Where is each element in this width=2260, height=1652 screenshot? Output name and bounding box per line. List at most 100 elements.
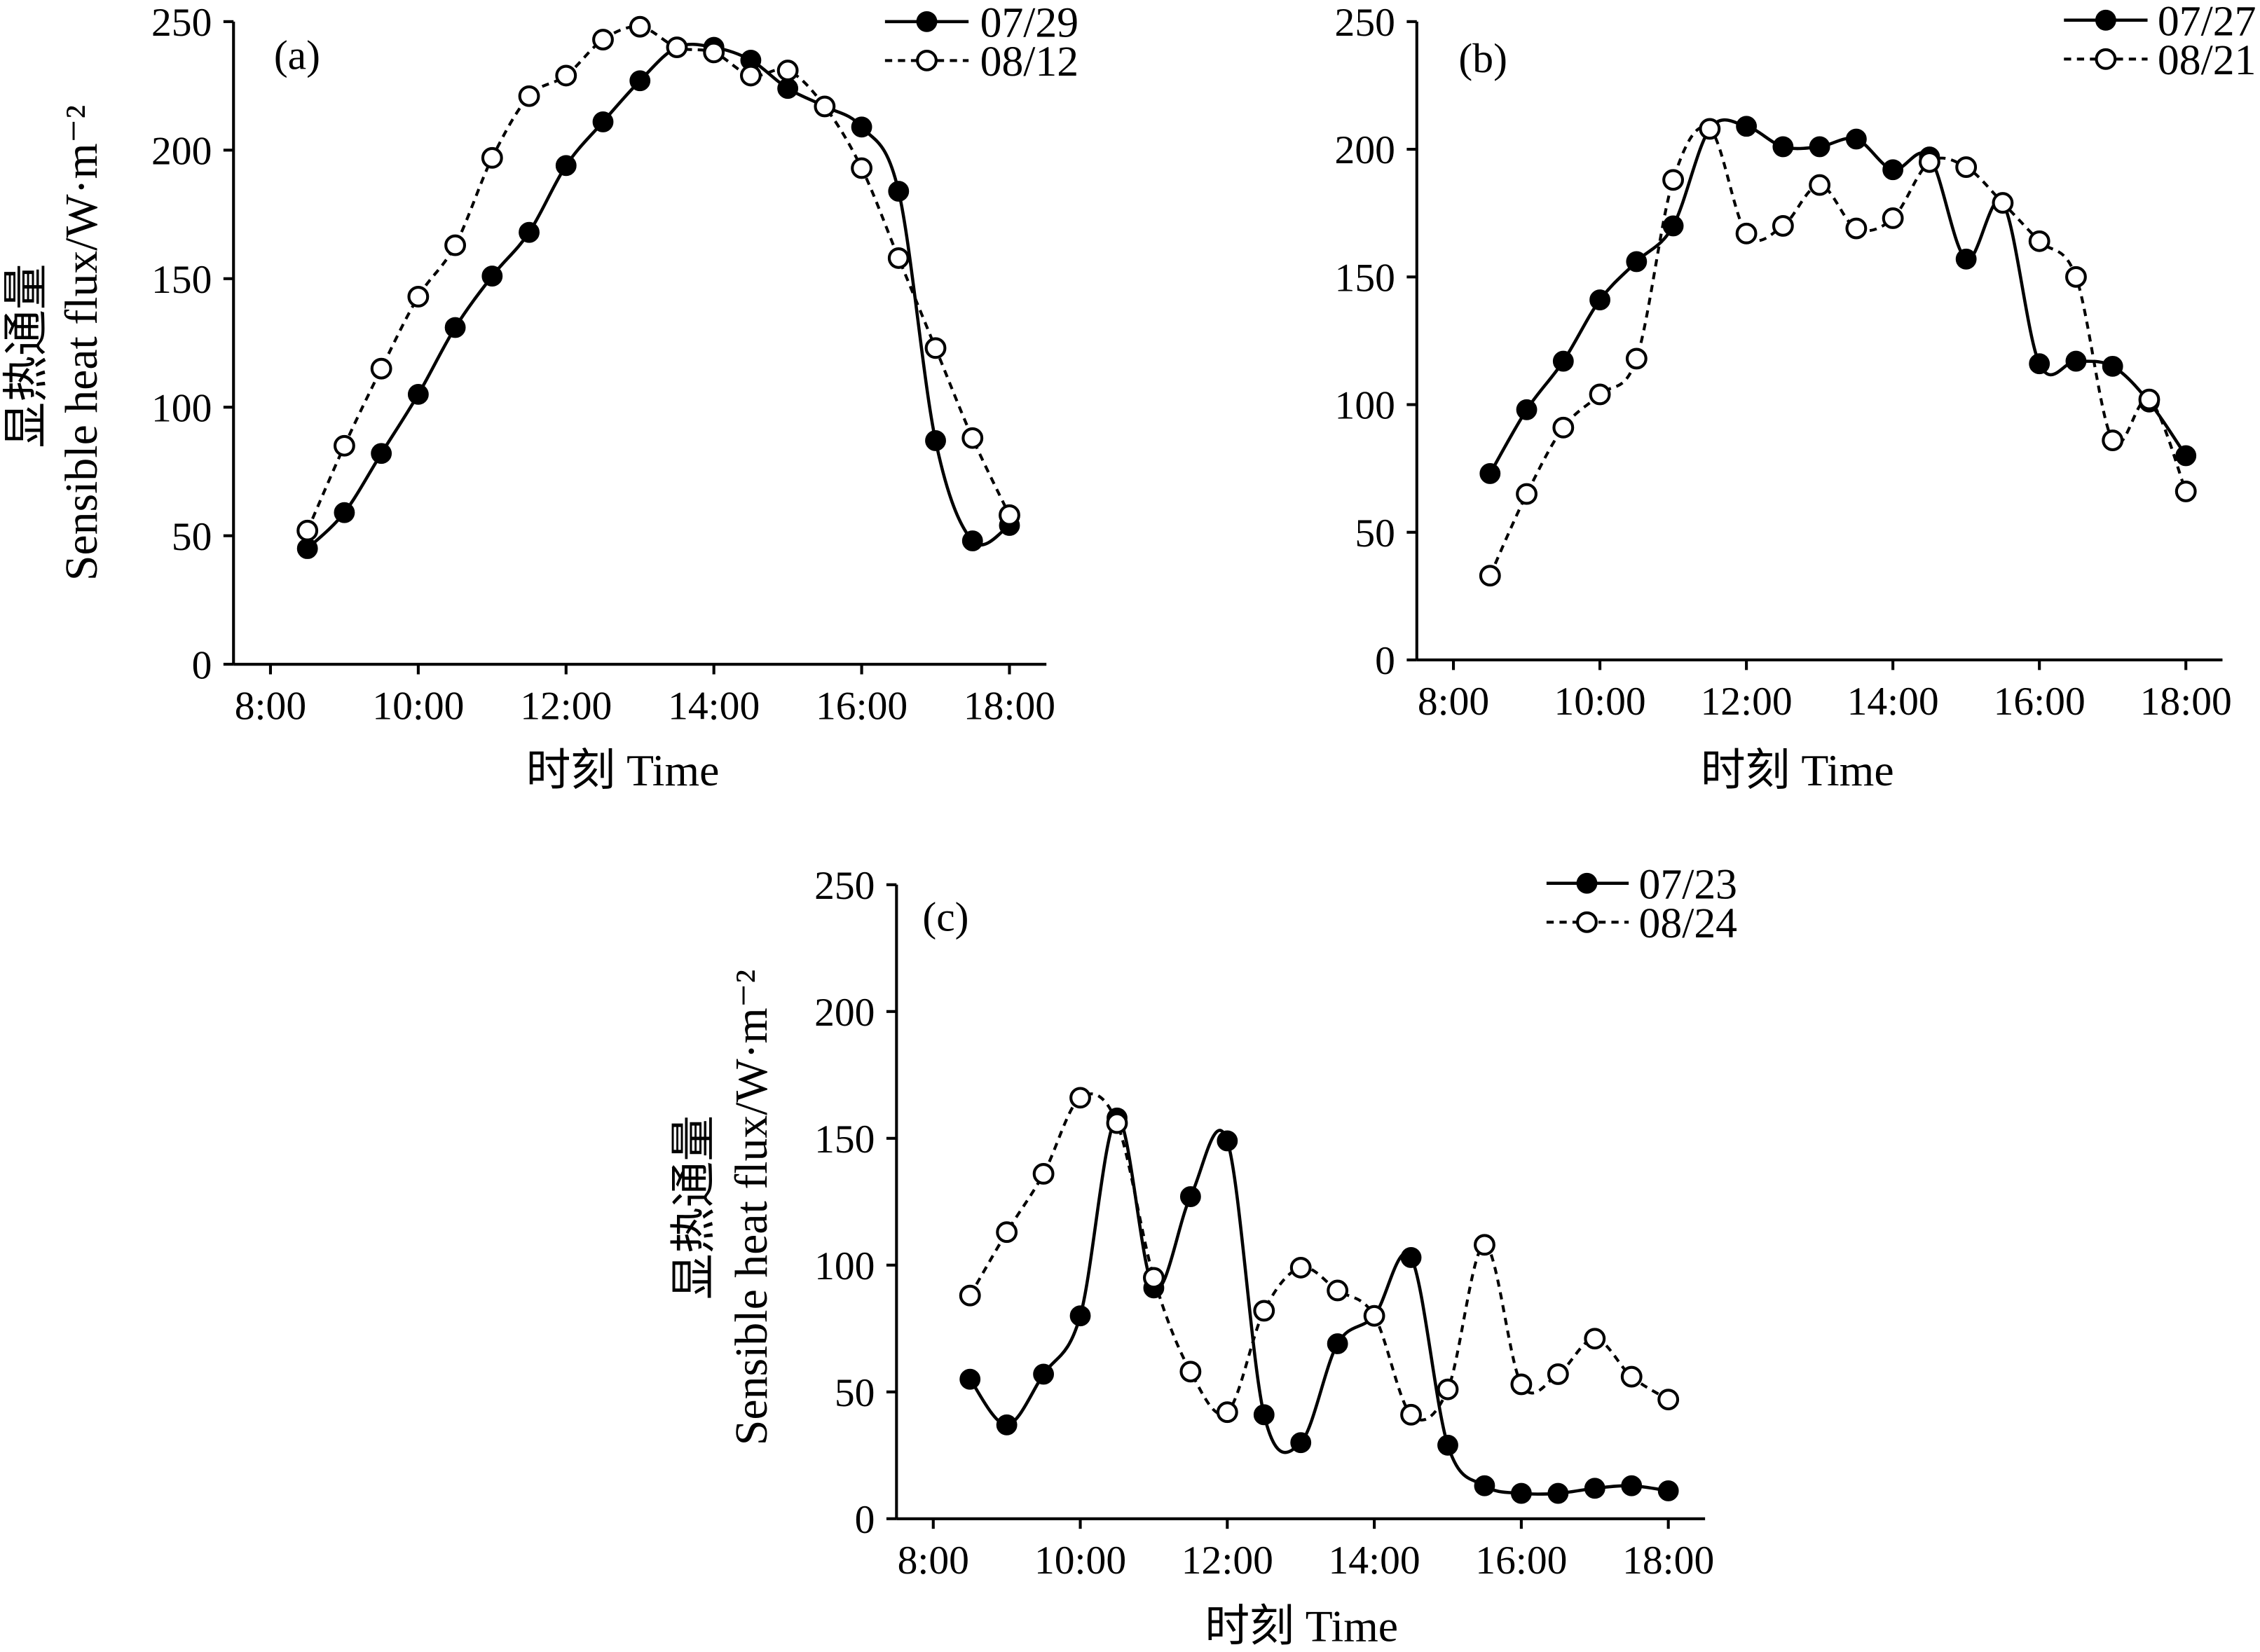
series-1-point-2 [1032, 1163, 1055, 1185]
x-tick-label: 18:00 [964, 684, 1055, 728]
series-1-point-19 [1657, 1389, 1680, 1411]
series-1-point-0 [296, 519, 319, 542]
x-tick-label: 8:00 [1418, 680, 1489, 724]
series-1-point-18 [2138, 388, 2160, 411]
series-1-point-6 [1699, 118, 1721, 140]
series-1-point-12 [739, 64, 762, 87]
legend-marker-filled [2095, 9, 2116, 31]
series-1-point-13 [776, 60, 799, 81]
x-tick-label: 14:00 [1329, 1539, 1420, 1583]
legend: 07/23 08/24 [1546, 860, 1737, 947]
legend-marker-open [2095, 48, 2117, 70]
series-0-point-12 [1400, 1247, 1422, 1268]
legend-label: 07/27 [2158, 0, 2256, 45]
y-axis-title-english: Sensible heat flux/W·m⁻² [726, 970, 777, 1445]
series-1-point-3 [1589, 383, 1611, 406]
series-1-point-13 [1437, 1378, 1459, 1400]
series-1-point-15 [1510, 1373, 1533, 1396]
series-1-point-7 [1735, 222, 1758, 245]
series-0-point-16 [888, 181, 910, 202]
series-1-point-16 [887, 247, 910, 269]
series-0-point-13 [1437, 1434, 1458, 1456]
series-0-point-5 [1662, 215, 1684, 237]
y-tick-label: 250 [151, 1, 212, 45]
panel-label: (a) [274, 32, 320, 78]
series-0-point-6 [1179, 1186, 1201, 1207]
x-tick-label: 18:00 [1622, 1539, 1714, 1583]
y-tick-label: 150 [151, 258, 212, 302]
series-0-point-18 [1621, 1475, 1643, 1496]
series-0-point-14 [1474, 1475, 1495, 1496]
panel-c: 0 50 100 150 200 250 8:00 10:00 12:00 14:00 16:00 1… [669, 860, 1737, 1651]
series-0-point-18 [961, 530, 983, 551]
y-tick-label: 200 [1335, 128, 1395, 172]
series-1-point-15 [2028, 230, 2050, 252]
panel-label: (c) [922, 894, 968, 940]
series-1-point-12 [1400, 1403, 1422, 1426]
legend-label: 07/29 [980, 0, 1079, 46]
series-1-point-2 [1552, 416, 1575, 439]
series-1-point-19 [999, 504, 1020, 526]
y-tick-label: 200 [151, 129, 212, 173]
series-1-point-9 [1289, 1256, 1312, 1279]
series-1-point-11 [703, 41, 725, 64]
y-tick-label: 0 [1375, 639, 1395, 683]
series-0-point-9 [1290, 1432, 1312, 1454]
legend-marker-open [1576, 911, 1598, 933]
series-0-point-15 [851, 116, 872, 138]
x-axis-title: 时刻 Time [1205, 1602, 1398, 1651]
y-tick-label: 150 [814, 1117, 875, 1162]
plot-area-a: 0 50 100 150 200 250 8:00 10:00 12:00 14:00 16:00 1… [151, 1, 1055, 728]
series-1-point-9 [1809, 174, 1831, 196]
series-1-point-0 [959, 1284, 981, 1307]
x-tick-label: 16:00 [1994, 680, 2086, 724]
y-tick-label: 200 [814, 991, 875, 1035]
x-tick-label: 10:00 [372, 684, 464, 728]
series-0-point-2 [1552, 350, 1574, 372]
y-tick-label: 50 [1355, 511, 1395, 556]
series-1-point-14 [1992, 192, 2014, 214]
series-1-point-5 [1143, 1267, 1165, 1289]
series-0-point-7 [1217, 1130, 1238, 1152]
series-1-point-2 [370, 357, 392, 380]
series-0-point-3 [1069, 1305, 1091, 1327]
series-1-point-8 [1772, 214, 1794, 237]
series-1-point-4 [444, 234, 467, 256]
series-0-point-1 [996, 1414, 1018, 1436]
series-0-point-19 [2175, 445, 2197, 467]
series-1-point-3 [1069, 1087, 1091, 1109]
series-1-point-15 [851, 157, 873, 179]
x-axis-title: 时刻 Time [1701, 745, 1894, 795]
legend-marker-filled [916, 11, 938, 32]
x-tick-label: 12:00 [1182, 1539, 1273, 1583]
x-tick-label: 18:00 [2140, 680, 2232, 724]
series-0-point-9 [629, 70, 651, 92]
series-1-point-11 [1363, 1305, 1385, 1327]
series-0-point-17 [925, 430, 946, 451]
series-1-point-1 [1516, 483, 1538, 505]
series-0-point-9 [1809, 136, 1830, 158]
y-tick-label: 100 [1335, 384, 1395, 428]
series-0-point-1 [334, 502, 355, 523]
x-tick-label: 16:00 [1475, 1539, 1567, 1583]
legend-marker-open [916, 49, 938, 71]
legend-label: 08/21 [2158, 36, 2256, 84]
series-0-point-5 [481, 266, 503, 287]
series-0-point-3 [1589, 289, 1610, 311]
x-tick-label: 12:00 [520, 684, 612, 728]
panel-a: 0 50 100 150 200 250 8:00 10:00 12:00 14:00 16:00 1… [1, 0, 1078, 795]
series-line-0 [968, 1116, 1669, 1496]
series-1-point-9 [629, 15, 651, 38]
panel-b: 0 50 100 150 200 250 8:00 10:00 12:00 14:00 16:00 1… [1335, 0, 2256, 795]
plot-area-b: 0 50 100 150 200 250 8:00 10:00 12:00 14:00 16:00 1… [1335, 1, 2232, 724]
y-tick-label: 50 [172, 515, 212, 559]
series-1-point-6 [518, 85, 540, 107]
y-tick-label: 100 [151, 386, 212, 430]
series-0-point-4 [444, 317, 466, 338]
series-1-point-14 [814, 95, 836, 118]
panel-label: (b) [1458, 35, 1507, 81]
x-tick-label: 8:00 [898, 1539, 969, 1583]
series-0-point-0 [1479, 463, 1501, 484]
x-tick-label: 8:00 [235, 684, 306, 728]
